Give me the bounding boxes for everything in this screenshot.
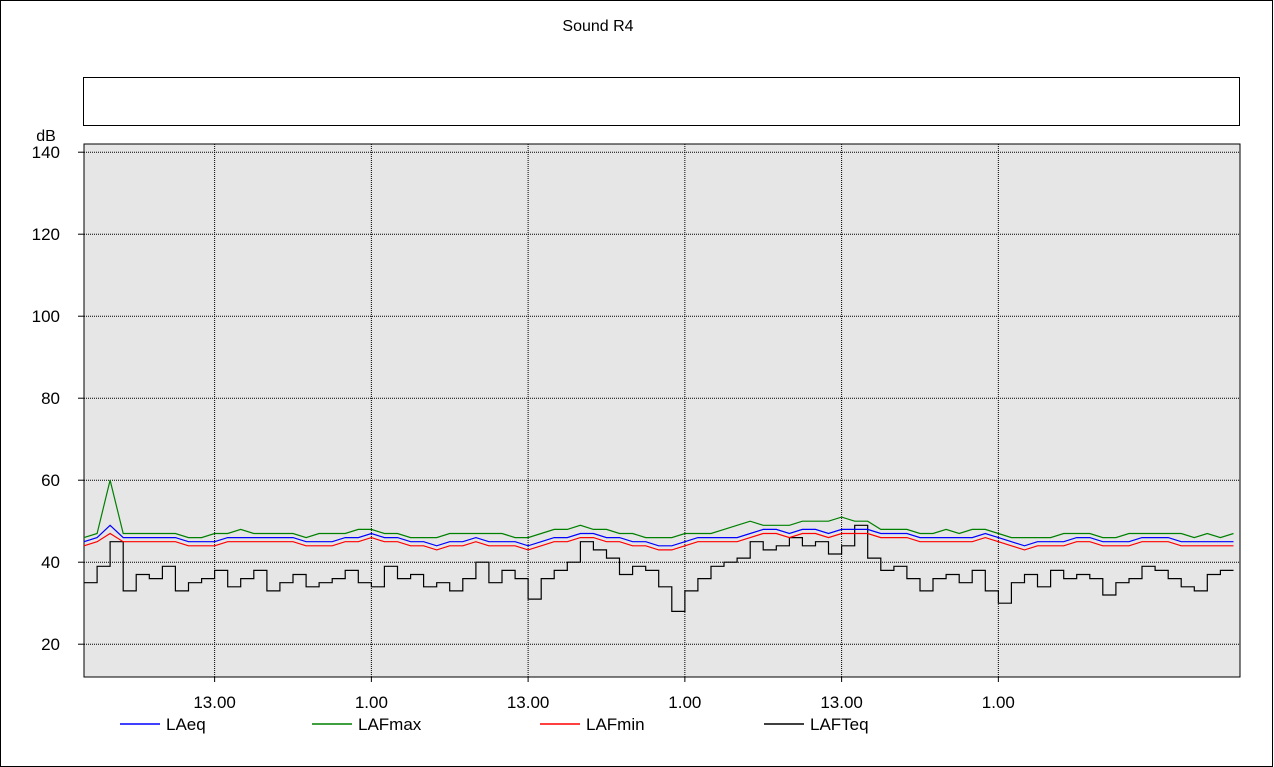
series-line-lafteq xyxy=(84,524,1234,612)
y-tick-label: 120 xyxy=(32,225,60,244)
plot-area xyxy=(83,143,1241,678)
y-tick-label: 20 xyxy=(41,635,60,654)
x-tick-label: 13.00 xyxy=(507,693,550,712)
y-axis-label: dB xyxy=(36,128,56,145)
header-box xyxy=(83,77,1240,126)
grid-lines xyxy=(78,144,1240,682)
series-lines xyxy=(83,480,1234,612)
series-line-lafmin xyxy=(83,532,1234,551)
y-tick-label: 100 xyxy=(32,307,60,326)
x-tick-label: 1.00 xyxy=(982,693,1015,712)
legend: LAeq LAFmax LAFmin LAFTeq xyxy=(120,715,869,734)
legend-label-lafmax: LAFmax xyxy=(358,715,422,734)
x-tick-labels: 13.00 1.00 13.00 1.00 13.00 1.00 xyxy=(193,693,1015,712)
y-tick-label: 40 xyxy=(41,553,60,572)
x-tick-label: 13.00 xyxy=(820,693,863,712)
x-tick-label: 1.00 xyxy=(668,693,701,712)
x-tick-label: 13.00 xyxy=(193,693,236,712)
x-tick-label: 1.00 xyxy=(355,693,388,712)
y-tick-labels: 20 40 60 80 100 120 140 xyxy=(32,143,60,654)
legend-label-laeq: LAeq xyxy=(166,715,206,734)
legend-label-lafmin: LAFmin xyxy=(586,715,645,734)
series-line-laeq xyxy=(83,524,1234,547)
chart-title: Sound R4 xyxy=(562,18,633,35)
y-tick-label: 80 xyxy=(41,389,60,408)
series-line-lafmax xyxy=(83,480,1234,539)
y-tick-label: 140 xyxy=(32,143,60,162)
legend-label-lafteq: LAFTeq xyxy=(810,715,869,734)
y-tick-label: 60 xyxy=(41,471,60,490)
